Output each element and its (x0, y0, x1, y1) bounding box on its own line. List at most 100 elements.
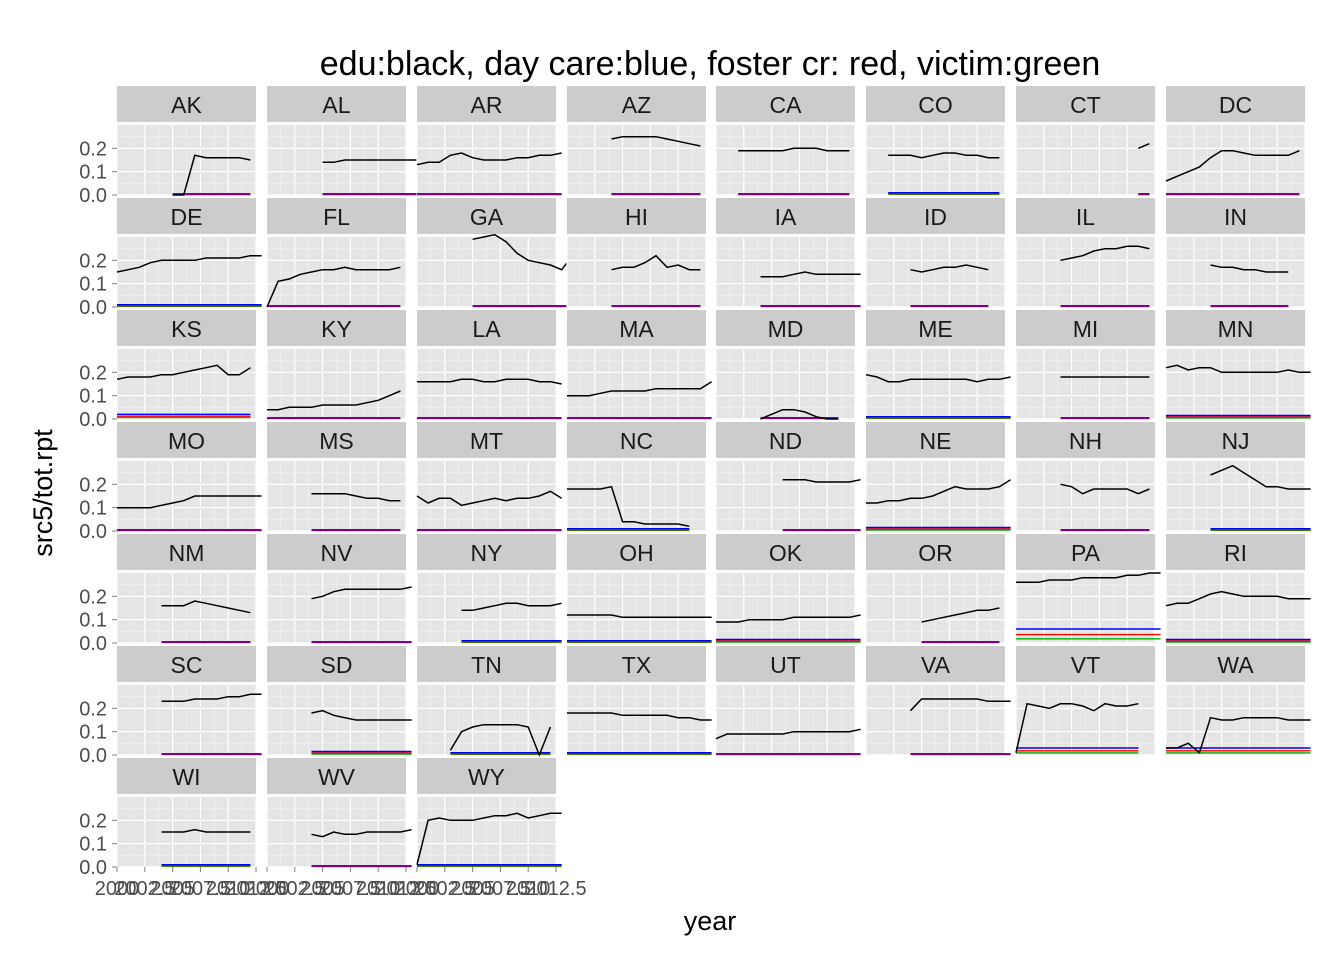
facet-ms: MS (266, 422, 407, 532)
facet-la: LA (416, 310, 562, 420)
facet-label: WA (1217, 652, 1254, 678)
line-edu (1060, 483, 1150, 495)
facet-strip (716, 422, 855, 458)
facet-nh: NH (1015, 422, 1156, 532)
facet-wy: WY (416, 758, 562, 868)
facet-label: OH (619, 540, 654, 566)
facet-label: ME (918, 316, 953, 342)
facet-label: PA (1071, 540, 1101, 566)
facet-panels: AK AL AR AZ CA CO CT DC DE FL GA HI IA ID IL IN KS KY LA MA… (116, 86, 1311, 868)
facet-me: ME (865, 310, 1011, 420)
facet-label: WY (468, 764, 505, 790)
y-tick-label: 0.1 (79, 610, 107, 632)
facet-label: KS (171, 316, 202, 342)
line-edu (311, 709, 412, 721)
facet-strip (417, 86, 556, 122)
line-edu (738, 147, 850, 152)
y-tick-label: 0.2 (79, 698, 107, 720)
facet-label: DC (1219, 92, 1252, 118)
facet-az: AZ (566, 86, 707, 196)
facet-id: ID (865, 198, 1006, 308)
y-tick-label: 0.1 (79, 386, 107, 408)
facet-strip (866, 534, 1005, 570)
facet-ny: NY (416, 534, 562, 644)
facet-label: CT (1070, 92, 1101, 118)
facet-strip (567, 422, 706, 458)
line-edu (1138, 143, 1150, 149)
facet-strip (1016, 534, 1155, 570)
facet-co: CO (865, 86, 1006, 196)
facet-label: NV (321, 540, 354, 566)
line-edu (567, 614, 712, 619)
facet-label: VT (1071, 652, 1100, 678)
facet-label: MI (1073, 316, 1099, 342)
facet-dc: DC (1165, 86, 1306, 196)
facet-strip (267, 422, 406, 458)
facet-ky: KY (266, 310, 407, 420)
facet-strip (567, 198, 706, 234)
facet-strip (1166, 310, 1305, 346)
facet-label: ID (924, 204, 947, 230)
y-axes: 0.00.10.20.00.10.20.00.10.20.00.10.20.00… (79, 138, 117, 879)
line-edu (311, 828, 412, 838)
y-tick-label: 0.2 (79, 586, 107, 608)
facet-wv: WV (266, 758, 412, 868)
facet-strip (267, 86, 406, 122)
facet-label: GA (470, 204, 504, 230)
facet-ut: UT (715, 646, 861, 756)
facet-strip (567, 534, 706, 570)
facet-nc: NC (566, 422, 707, 532)
y-tick-label: 0.0 (79, 857, 107, 879)
facet-label: OR (918, 540, 953, 566)
facet-ar: AR (416, 86, 562, 196)
line-edu (461, 602, 562, 612)
line-edu (909, 698, 1011, 712)
y-tick-label: 0.2 (79, 474, 107, 496)
y-tick-label: 0.2 (79, 138, 107, 160)
x-axis-label: year (684, 906, 737, 936)
facet-strip (567, 646, 706, 682)
facet-label: NY (471, 540, 503, 566)
facet-sc: SC (116, 646, 262, 756)
facet-strip (716, 534, 855, 570)
facet-strip (866, 646, 1005, 682)
line-edu (311, 586, 412, 600)
facet-mi: MI (1015, 310, 1156, 420)
x-tick-label: 2005 (300, 878, 345, 900)
x-tick-label: 2002.5 (414, 878, 475, 900)
facet-strip (1166, 534, 1305, 570)
facet-ok: OK (715, 534, 861, 644)
facet-ga: GA (416, 198, 574, 308)
y-tick-label: 0.0 (79, 297, 107, 319)
y-tick-label: 0.0 (79, 521, 107, 543)
line-edu (715, 728, 861, 740)
line-edu (267, 390, 401, 411)
x-tick-label: 2010 (506, 878, 551, 900)
facet-label: RI (1224, 540, 1247, 566)
facet-label: MN (1218, 316, 1254, 342)
facet-label: IA (775, 204, 797, 230)
facet-label: ND (769, 428, 802, 454)
facet-mo: MO (116, 422, 262, 532)
x-tick-label: 2000 (245, 878, 290, 900)
x-tick-label: 2007.5 (170, 878, 231, 900)
line-edu (161, 828, 251, 833)
facet-label: OK (769, 540, 803, 566)
facet-strip (117, 422, 256, 458)
facet-strip (1016, 310, 1155, 346)
facet-label: NE (920, 428, 952, 454)
facet-tn: TN (416, 646, 557, 758)
facet-strip (417, 198, 556, 234)
facet-label: KY (321, 316, 352, 342)
facet-oh: OH (566, 534, 712, 644)
facet-pa: PA (1015, 534, 1161, 644)
facet-vt: VT (1015, 646, 1156, 756)
line-edu (311, 492, 401, 502)
facet-strip (267, 646, 406, 682)
facet-strip (866, 86, 1005, 122)
x-tick-label: 2000 (395, 878, 440, 900)
line-edu (416, 812, 562, 865)
facet-md: MD (715, 310, 856, 420)
line-edu (1165, 364, 1311, 374)
